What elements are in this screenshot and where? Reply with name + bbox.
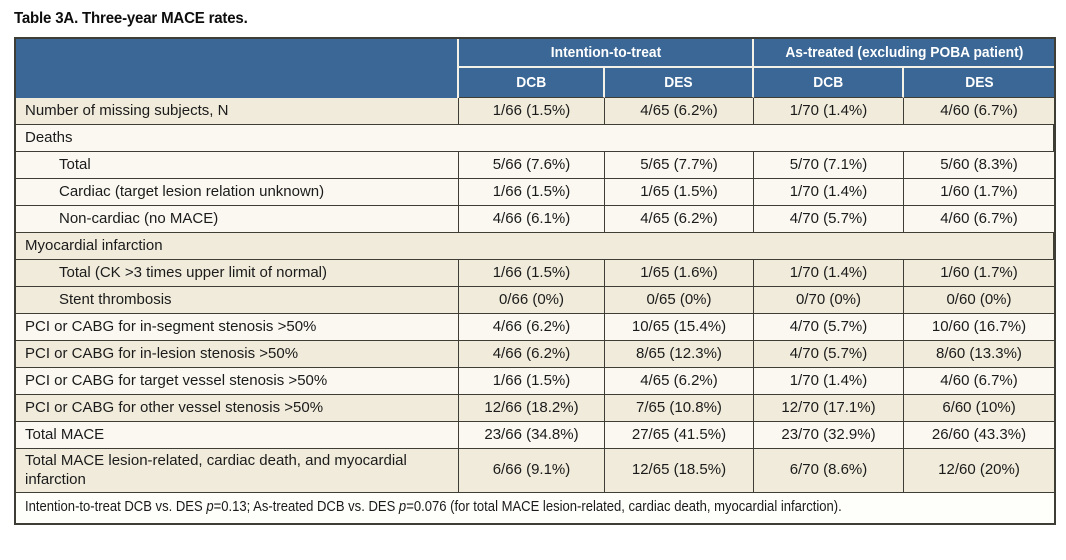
row-label: Number of missing subjects, N <box>16 98 459 125</box>
header-group-as-treated: As-treated (excluding POBA patient) <box>754 39 1054 68</box>
row-value: 1/60 (1.7%) <box>904 179 1054 206</box>
header-group-intention-to-treat: Intention-to-treat <box>459 39 754 68</box>
row-value: 23/66 (34.8%) <box>459 422 605 449</box>
footnote-segment: Intention-to-treat DCB vs. DES <box>25 499 207 516</box>
header-group-label: Intention-to-treat <box>550 44 661 61</box>
row-value: 4/66 (6.2%) <box>459 341 605 368</box>
footnote-segment: =0.13; As-treated DCB vs. DES <box>213 499 399 516</box>
footnote-pvalue-symbol: p <box>206 499 214 516</box>
column-header-des-astreated: DES <box>904 68 1054 98</box>
row-value: 26/60 (43.3%) <box>904 422 1054 449</box>
row-value: 1/65 (1.5%) <box>605 179 754 206</box>
footnote-text: Intention-to-treat DCB vs. DES p=0.13; A… <box>25 499 842 517</box>
row-value: 23/70 (32.9%) <box>754 422 904 449</box>
row-value: 0/70 (0%) <box>754 287 904 314</box>
row-value: 1/60 (1.7%) <box>904 260 1054 287</box>
row-label: Total (CK >3 times upper limit of normal… <box>16 260 459 287</box>
row-value: 1/70 (1.4%) <box>754 260 904 287</box>
row-value: 12/60 (20%) <box>904 449 1054 493</box>
row-value: 1/70 (1.4%) <box>754 368 904 395</box>
row-value: 12/65 (18.5%) <box>605 449 754 493</box>
page: Table 3A. Three-year MACE rates. Intenti… <box>14 10 1056 525</box>
row-value: 5/65 (7.7%) <box>605 152 754 179</box>
row-value: 4/70 (5.7%) <box>754 206 904 233</box>
section-row-label: Myocardial infarction <box>16 233 1054 260</box>
row-value: 1/66 (1.5%) <box>459 368 605 395</box>
row-value: 1/66 (1.5%) <box>459 98 605 125</box>
row-value: 4/65 (6.2%) <box>605 368 754 395</box>
row-value: 1/66 (1.5%) <box>459 260 605 287</box>
row-value: 4/65 (6.2%) <box>605 98 754 125</box>
row-value: 4/60 (6.7%) <box>904 368 1054 395</box>
table-title-text: Table 3A. Three-year MACE rates. <box>14 10 248 27</box>
row-value: 12/66 (18.2%) <box>459 395 605 422</box>
row-value: 5/66 (7.6%) <box>459 152 605 179</box>
row-value: 4/66 (6.1%) <box>459 206 605 233</box>
section-row-label: Deaths <box>16 125 1054 152</box>
footnote-segment: =0.076 (for total MACE lesion-related, c… <box>406 499 842 516</box>
mace-rates-table: Intention-to-treat As-treated (excluding… <box>14 37 1056 525</box>
column-header-des-itt: DES <box>605 68 754 98</box>
row-value: 4/60 (6.7%) <box>904 206 1054 233</box>
column-header-label: DES <box>664 74 693 91</box>
row-value: 1/70 (1.4%) <box>754 179 904 206</box>
row-value: 6/70 (8.6%) <box>754 449 904 493</box>
row-label: PCI or CABG for target vessel stenosis >… <box>16 368 459 395</box>
row-value: 0/65 (0%) <box>605 287 754 314</box>
row-value: 4/70 (5.7%) <box>754 341 904 368</box>
row-value: 4/66 (6.2%) <box>459 314 605 341</box>
header-group-label: As-treated (excluding POBA patient) <box>785 44 1023 61</box>
row-value: 4/65 (6.2%) <box>605 206 754 233</box>
row-value: 0/66 (0%) <box>459 287 605 314</box>
column-header-label: DCB <box>516 74 546 91</box>
column-header-dcb-itt: DCB <box>459 68 605 98</box>
row-value: 4/60 (6.7%) <box>904 98 1054 125</box>
row-value: 0/60 (0%) <box>904 287 1054 314</box>
column-header-label: DES <box>964 74 994 91</box>
row-value: 8/60 (13.3%) <box>904 341 1054 368</box>
row-value: 8/65 (12.3%) <box>605 341 754 368</box>
row-value: 12/70 (17.1%) <box>754 395 904 422</box>
row-label: Cardiac (target lesion relation unknown) <box>16 179 459 206</box>
row-label: Total MACE <box>16 422 459 449</box>
header-corner-cell <box>16 39 459 98</box>
row-label: Stent thrombosis <box>16 287 459 314</box>
row-value: 1/70 (1.4%) <box>754 98 904 125</box>
row-label: Non-cardiac (no MACE) <box>16 206 459 233</box>
row-value: 4/70 (5.7%) <box>754 314 904 341</box>
row-label: Total MACE lesion-related, cardiac death… <box>16 449 459 493</box>
row-label: PCI or CABG for in-lesion stenosis >50% <box>16 341 459 368</box>
row-value: 1/65 (1.6%) <box>605 260 754 287</box>
column-header-dcb-astreated: DCB <box>754 68 904 98</box>
row-value: 5/60 (8.3%) <box>904 152 1054 179</box>
row-label: PCI or CABG for other vessel stenosis >5… <box>16 395 459 422</box>
row-value: 7/65 (10.8%) <box>605 395 754 422</box>
row-value: 6/60 (10%) <box>904 395 1054 422</box>
row-label: Total <box>16 152 459 179</box>
footnote-pvalue-symbol: p <box>398 499 407 516</box>
column-header-label: DCB <box>813 74 843 91</box>
footnote-row: Intention-to-treat DCB vs. DES p=0.13; A… <box>16 493 1054 523</box>
row-label: PCI or CABG for in-segment stenosis >50% <box>16 314 459 341</box>
table-title: Table 3A. Three-year MACE rates. <box>14 10 1052 28</box>
row-value: 10/60 (16.7%) <box>904 314 1054 341</box>
row-value: 1/66 (1.5%) <box>459 179 605 206</box>
row-value: 6/66 (9.1%) <box>459 449 605 493</box>
row-value: 27/65 (41.5%) <box>605 422 754 449</box>
row-value: 5/70 (7.1%) <box>754 152 904 179</box>
row-value: 10/65 (15.4%) <box>605 314 754 341</box>
